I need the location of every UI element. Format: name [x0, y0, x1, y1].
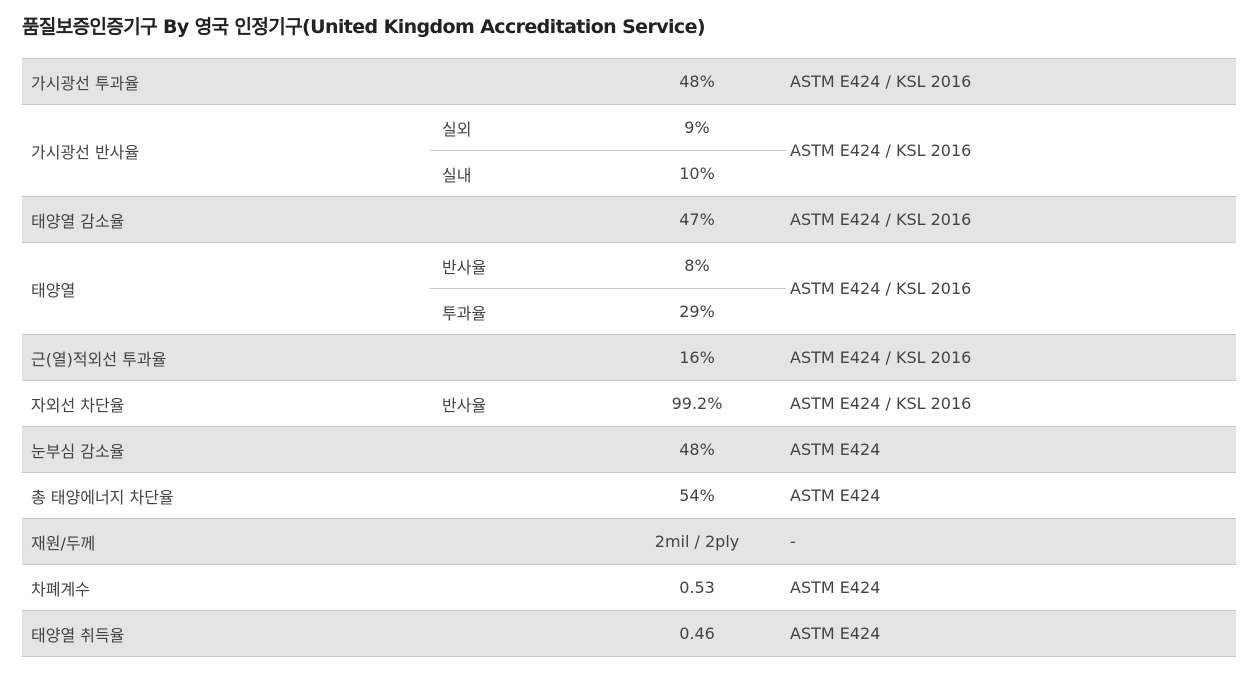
spec-name: 태양열 취득율 [22, 610, 430, 657]
table-row: 가시광선 반사율 실외 9% ASTM E424 / KSL 2016 [22, 104, 1236, 197]
spec-sub: 실내 [430, 150, 608, 197]
spec-sub [430, 196, 608, 243]
spec-value: 47% [608, 196, 786, 243]
spec-name: 자외선 차단율 [22, 380, 430, 427]
table-row: 실내 10% [22, 150, 1236, 197]
spec-name: 가시광선 반사율 [22, 104, 430, 197]
spec-value: 10% [608, 150, 786, 197]
table-row: 총 태양에너지 차단율 54% ASTM E424 [22, 472, 1236, 519]
spec-sub: 반사율 [430, 242, 608, 289]
table-row: 근(열)적외선 투과율 16% ASTM E424 / KSL 2016 [22, 334, 1236, 381]
table-row: 태양열 취득율 0.46 ASTM E424 [22, 610, 1236, 657]
spec-standard: ASTM E424 [786, 564, 1236, 611]
spec-standard: ASTM E424 / KSL 2016 [786, 334, 1236, 381]
spec-standard: ASTM E424 [786, 610, 1236, 657]
spec-standard: ASTM E424 / KSL 2016 [786, 242, 1236, 335]
spec-table: 가시광선 투과율 48% ASTM E424 / KSL 2016 가시광선 반… [22, 58, 1236, 657]
spec-sub: 실외 [430, 104, 608, 151]
spec-value: 99.2% [608, 380, 786, 427]
spec-sub [430, 58, 608, 105]
spec-value: 2mil / 2ply [608, 518, 786, 565]
spec-value: 48% [608, 58, 786, 105]
spec-name: 태양열 [22, 242, 430, 335]
spec-name: 눈부심 감소율 [22, 426, 430, 473]
spec-value: 16% [608, 334, 786, 381]
spec-value: 0.53 [608, 564, 786, 611]
spec-name: 차폐계수 [22, 564, 430, 611]
spec-standard: ASTM E424 / KSL 2016 [786, 196, 1236, 243]
spec-standard: ASTM E424 [786, 472, 1236, 519]
spec-standard: - [786, 518, 1236, 565]
table-row: 태양열 반사율 8% ASTM E424 / KSL 2016 [22, 242, 1236, 335]
spec-sub: 반사율 [430, 380, 608, 427]
table-row: 태양열 감소율 47% ASTM E424 / KSL 2016 [22, 196, 1236, 243]
spec-sub [430, 610, 608, 657]
spec-value: 48% [608, 426, 786, 473]
spec-sub: 투과율 [430, 288, 608, 335]
spec-sub [430, 426, 608, 473]
spec-sub [430, 472, 608, 519]
table-row: 자외선 차단율 반사율 99.2% ASTM E424 / KSL 2016 [22, 380, 1236, 427]
spec-standard: ASTM E424 [786, 426, 1236, 473]
spec-name: 태양열 감소율 [22, 196, 430, 243]
spec-value: 54% [608, 472, 786, 519]
spec-value: 9% [608, 104, 786, 151]
spec-standard: ASTM E424 / KSL 2016 [786, 104, 1236, 197]
table-row: 눈부심 감소율 48% ASTM E424 [22, 426, 1236, 473]
spec-sub [430, 334, 608, 381]
page-title: 품질보증인증기구 By 영국 인정기구(United Kingdom Accre… [22, 16, 706, 38]
spec-name: 총 태양에너지 차단율 [22, 472, 430, 519]
table-row: 투과율 29% [22, 288, 1236, 335]
spec-name: 근(열)적외선 투과율 [22, 334, 430, 381]
table-row: 재원/두께 2mil / 2ply - [22, 518, 1236, 565]
spec-sub [430, 564, 608, 611]
spec-value: 0.46 [608, 610, 786, 657]
spec-standard: ASTM E424 / KSL 2016 [786, 380, 1236, 427]
table-row: 가시광선 투과율 48% ASTM E424 / KSL 2016 [22, 58, 1236, 105]
spec-value: 29% [608, 288, 786, 335]
spec-sub [430, 518, 608, 565]
spec-standard: ASTM E424 / KSL 2016 [786, 58, 1236, 105]
table-row: 차폐계수 0.53 ASTM E424 [22, 564, 1236, 611]
spec-name: 재원/두께 [22, 518, 430, 565]
spec-name: 가시광선 투과율 [22, 58, 430, 105]
spec-value: 8% [608, 242, 786, 289]
